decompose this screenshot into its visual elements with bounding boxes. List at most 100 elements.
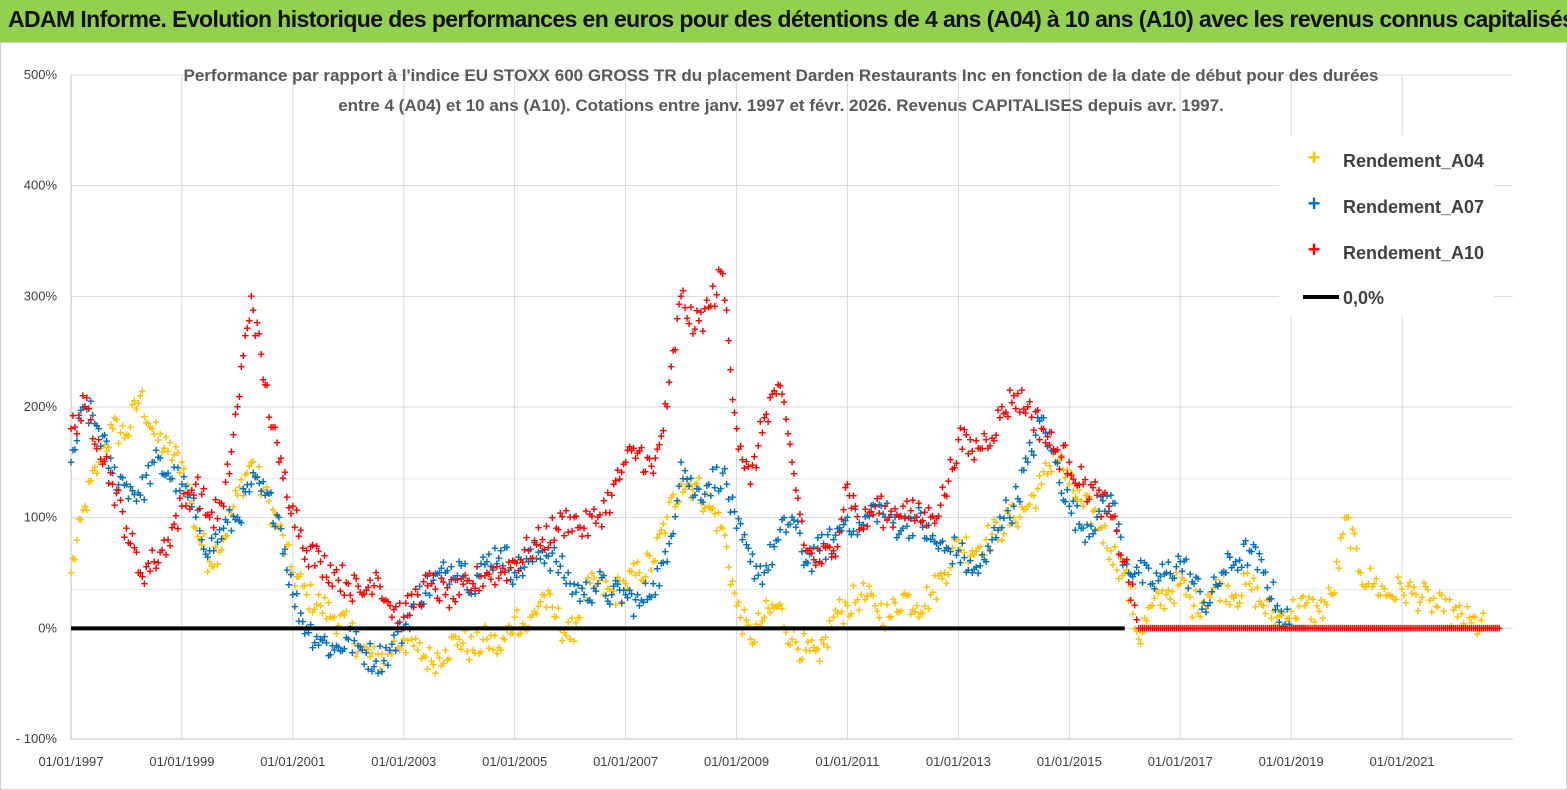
data-point: +	[873, 604, 881, 619]
data-point: +	[1054, 442, 1062, 457]
data-point: +	[729, 490, 737, 505]
data-point: +	[323, 635, 331, 650]
data-point: +	[818, 527, 826, 542]
data-point: +	[1240, 566, 1248, 581]
data-point: +	[1404, 578, 1412, 593]
data-point: +	[374, 571, 382, 586]
data-point: +	[955, 432, 963, 447]
data-point: +	[67, 421, 75, 436]
data-point: +	[1129, 577, 1137, 592]
data-point: +	[275, 454, 283, 469]
data-point: +	[1095, 482, 1103, 497]
data-point: +	[711, 506, 719, 521]
data-point: +	[1380, 620, 1388, 635]
data-point: +	[636, 443, 644, 458]
data-point: +	[1246, 576, 1254, 591]
data-point: +	[770, 383, 778, 398]
data-point: +	[1020, 502, 1028, 517]
data-point: +	[562, 503, 570, 518]
data-point: +	[850, 523, 858, 538]
data-point: +	[529, 607, 537, 622]
data-point: +	[1361, 620, 1369, 635]
data-point: +	[172, 484, 180, 499]
data-point: +	[131, 540, 139, 555]
data-point: +	[848, 606, 856, 621]
data-point: +	[1212, 620, 1220, 635]
data-point: +	[370, 578, 378, 593]
data-point: +	[1054, 455, 1062, 470]
data-point: +	[911, 509, 919, 524]
data-point: +	[232, 483, 240, 498]
data-point: +	[267, 517, 275, 532]
data-point: +	[1270, 603, 1278, 618]
data-point: +	[279, 528, 287, 543]
data-point: +	[1406, 575, 1414, 590]
data-point: +	[471, 645, 479, 660]
data-point: +	[1002, 492, 1010, 507]
data-point: +	[139, 569, 147, 584]
data-point: +	[156, 426, 164, 441]
data-point: +	[1188, 609, 1196, 624]
data-point: +	[1153, 620, 1161, 635]
data-point: +	[921, 530, 929, 545]
data-point: +	[584, 528, 592, 543]
data-point: +	[459, 577, 467, 592]
data-point: +	[501, 564, 509, 579]
data-point: +	[842, 594, 850, 609]
data-point: +	[887, 609, 895, 624]
data-point: +	[1095, 504, 1103, 519]
data-point: +	[648, 458, 656, 473]
data-point: +	[440, 575, 448, 590]
data-point: +	[915, 496, 923, 511]
data-point: +	[547, 586, 555, 601]
data-point: +	[535, 599, 543, 614]
data-point: +	[558, 509, 566, 524]
data-point: +	[1244, 566, 1252, 581]
data-point: +	[275, 510, 283, 525]
data-point: +	[129, 483, 137, 498]
data-point: +	[426, 565, 434, 580]
data-point: +	[1216, 593, 1224, 608]
data-point: +	[869, 507, 877, 522]
data-point: +	[812, 555, 820, 570]
data-point: +	[1436, 585, 1444, 600]
data-point: +	[1101, 518, 1109, 533]
data-point: +	[642, 569, 650, 584]
data-point: +	[1264, 580, 1272, 595]
data-point: +	[271, 519, 279, 534]
data-point: +	[1244, 558, 1252, 573]
data-point: +	[319, 570, 327, 585]
data-point: +	[214, 511, 222, 526]
data-point: +	[1214, 620, 1222, 635]
y-axis: - 100%0%100%200%300%400%500%	[16, 67, 72, 746]
data-point: +	[1450, 603, 1458, 618]
data-point: +	[154, 432, 162, 447]
data-point: +	[319, 606, 327, 621]
data-point: +	[1325, 620, 1333, 635]
data-point: +	[495, 551, 503, 566]
data-point: +	[741, 460, 749, 475]
data-point: +	[1390, 592, 1398, 607]
data-point: +	[663, 554, 671, 569]
data-point: +	[267, 485, 275, 500]
data-point: +	[376, 639, 384, 654]
data-point: +	[295, 569, 303, 584]
data-point: +	[1176, 554, 1184, 569]
data-point: +	[127, 420, 135, 435]
data-point: +	[216, 522, 224, 537]
data-point: +	[757, 558, 765, 573]
data-point: +	[1454, 609, 1462, 624]
series-layer: ++++++++++++++++++++++++++++++++++++++++…	[67, 262, 1503, 681]
data-point: +	[1208, 584, 1216, 599]
data-point: +	[1030, 488, 1038, 503]
data-point: +	[574, 520, 582, 535]
data-point: +	[1182, 552, 1190, 567]
data-point: +	[469, 642, 477, 657]
data-point: +	[378, 647, 386, 662]
data-point: +	[1067, 465, 1075, 480]
data-point: +	[580, 521, 588, 536]
data-point: +	[893, 530, 901, 545]
data-point: +	[457, 571, 465, 586]
data-point: +	[137, 488, 145, 503]
data-point: +	[854, 592, 862, 607]
